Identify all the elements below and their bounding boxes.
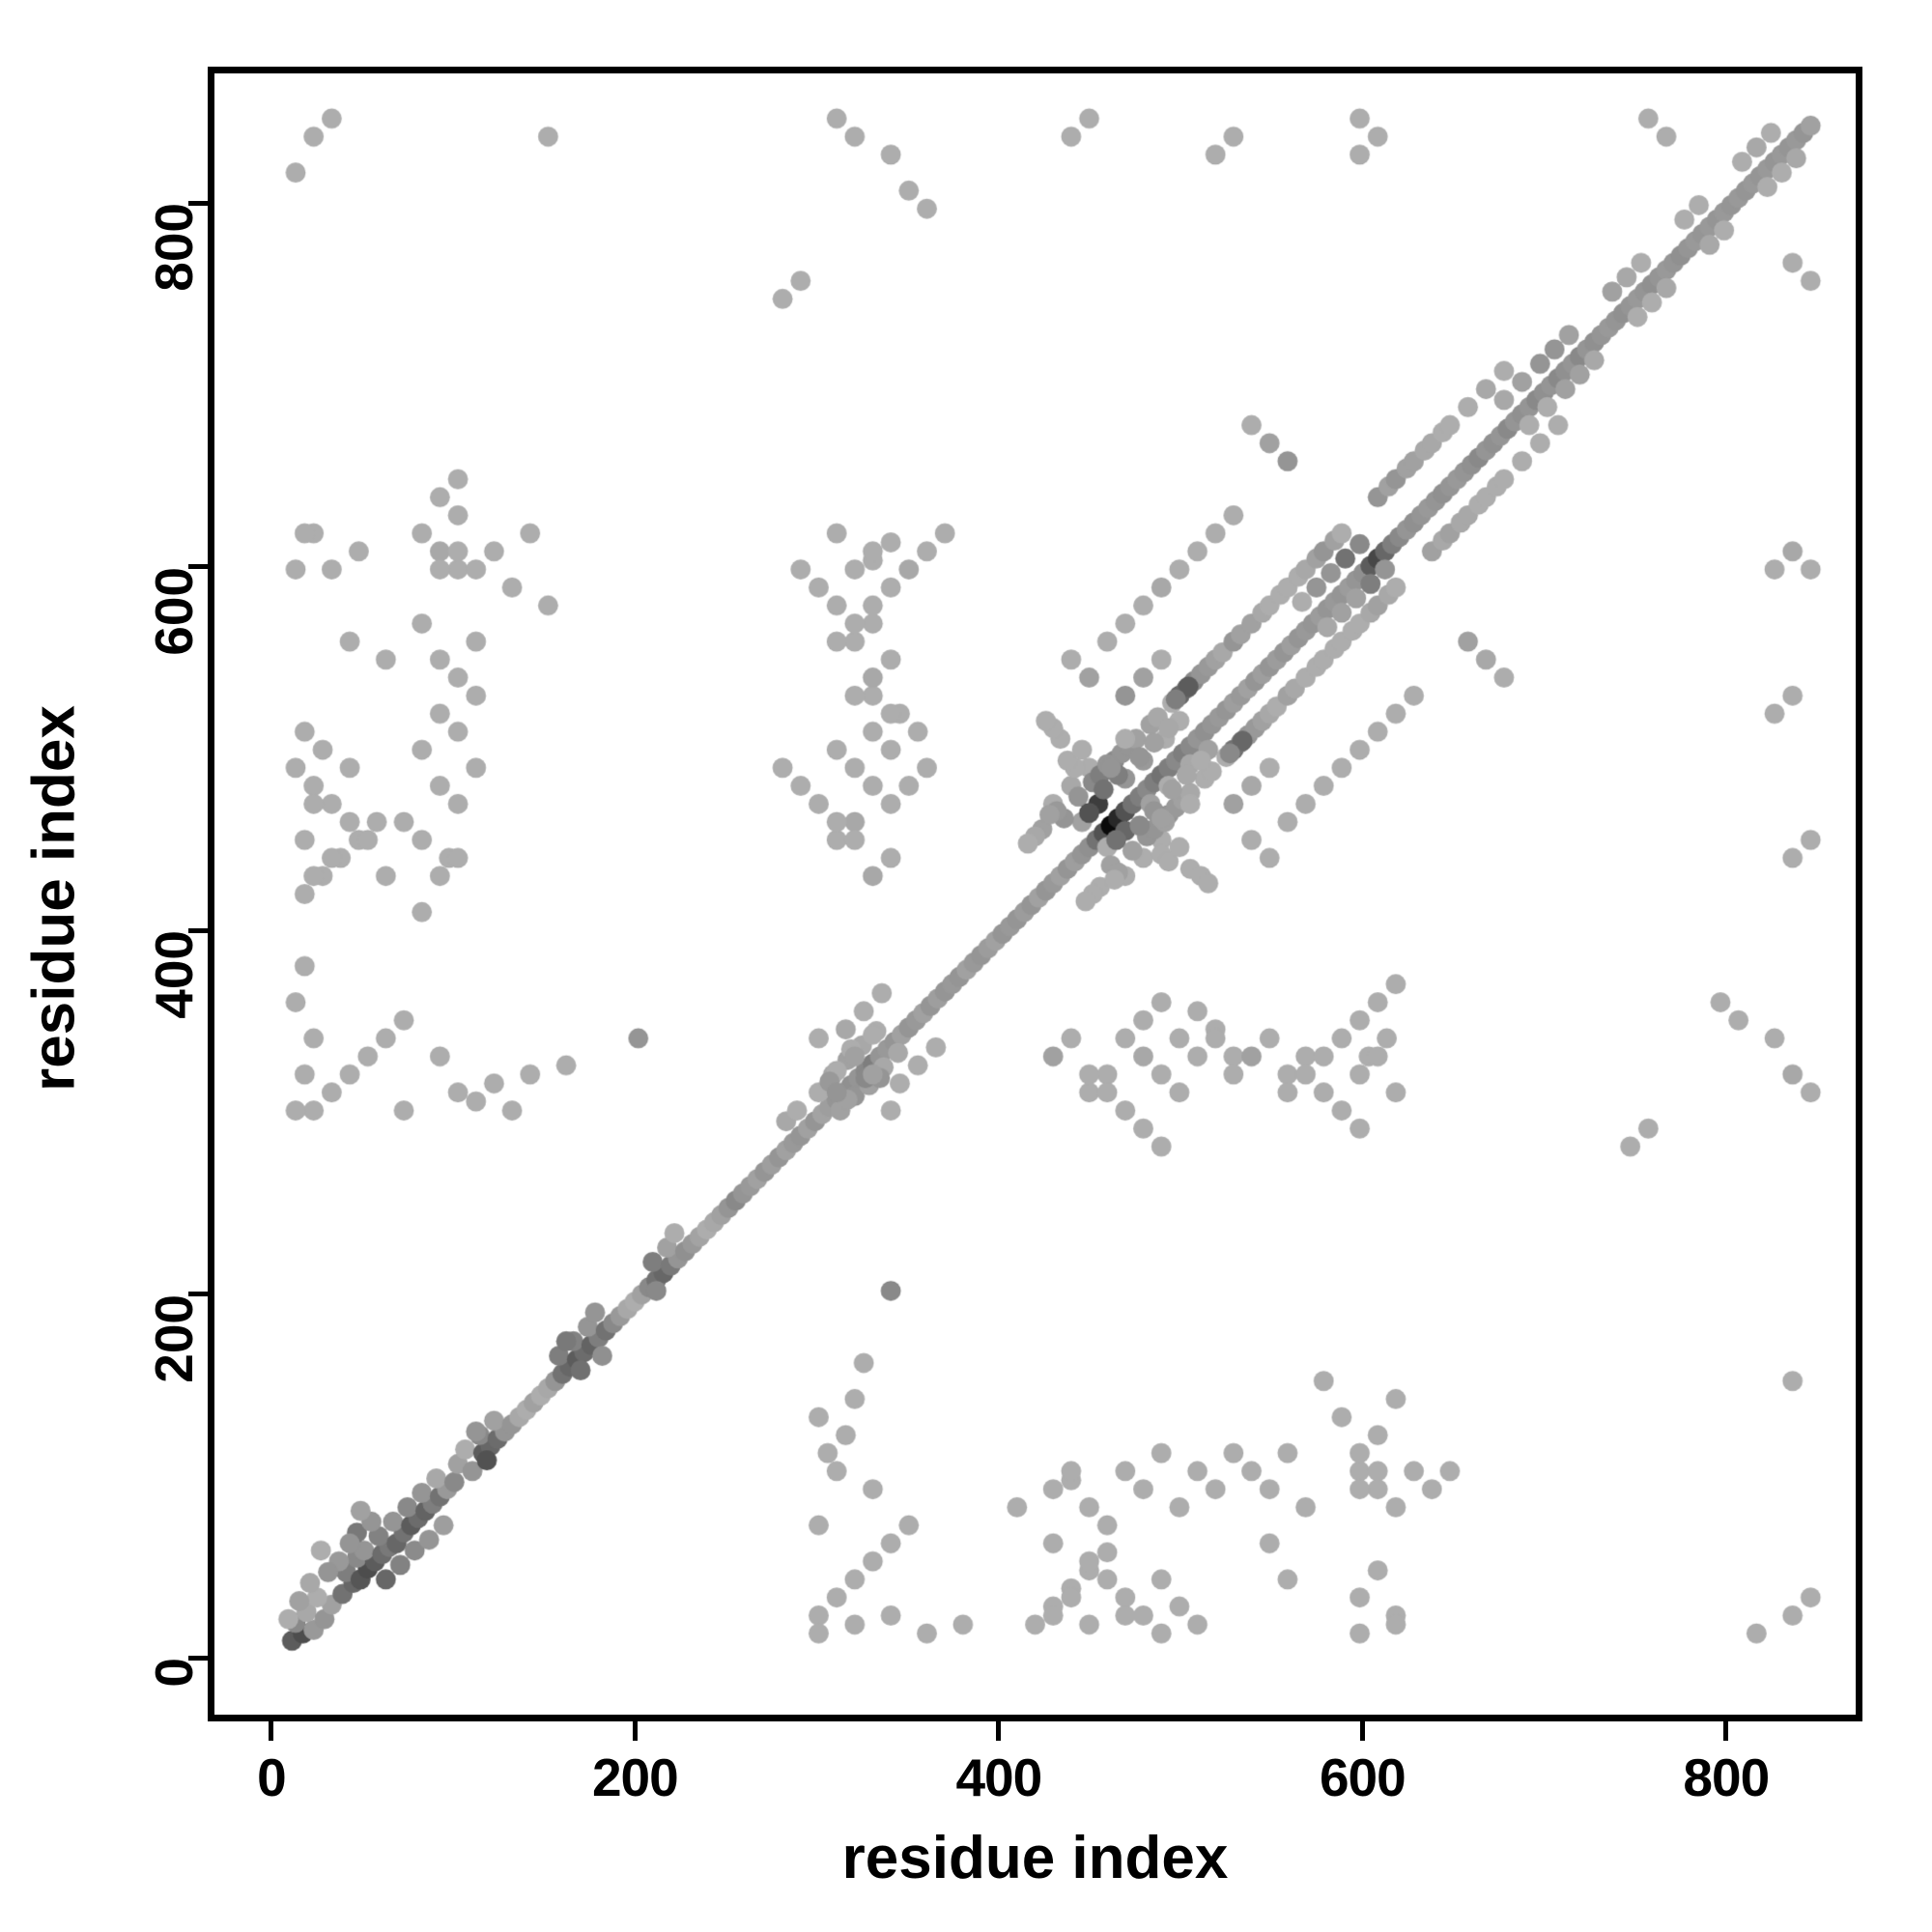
x-tick-200: [632, 1721, 638, 1741]
y-tick-600: [188, 564, 208, 570]
x-tick-800: [1723, 1721, 1729, 1741]
x-axis-title: residue index: [841, 1825, 1229, 1891]
y-tick-200: [188, 1292, 208, 1297]
y-tick-label-800: 800: [144, 203, 204, 292]
y-axis-title-wrapper: residue index: [21, 71, 89, 1726]
y-axis-title: residue index: [20, 705, 88, 1092]
y-tick-label-400: 400: [144, 930, 204, 1019]
x-tick-label-400: 400: [955, 1747, 1042, 1807]
y-tick-800: [188, 200, 208, 206]
x-tick-label-800: 800: [1683, 1747, 1770, 1807]
y-tick-0: [188, 1655, 208, 1661]
scatter-plot-canvas: [214, 73, 1856, 1715]
y-tick-400: [188, 927, 208, 933]
y-tick-label-0: 0: [144, 1658, 204, 1688]
y-tick-label-600: 600: [144, 566, 204, 656]
x-tick-label-600: 600: [1319, 1747, 1406, 1807]
x-tick-400: [996, 1721, 1002, 1741]
x-tick-600: [1359, 1721, 1365, 1741]
x-tick-label-0: 0: [257, 1747, 287, 1807]
x-tick-label-200: 200: [591, 1747, 679, 1807]
x-tick-0: [269, 1721, 274, 1741]
plot-frame: [208, 67, 1862, 1721]
y-tick-label-200: 200: [144, 1293, 204, 1383]
